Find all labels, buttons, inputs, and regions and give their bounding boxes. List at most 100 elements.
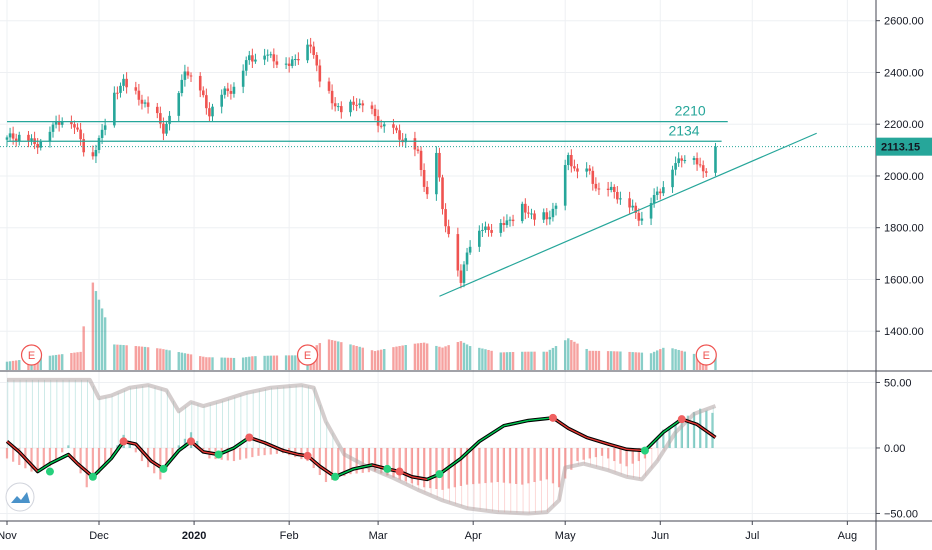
- candle-body: [422, 169, 426, 187]
- osc-main-line-segment: [478, 425, 505, 443]
- tradingview-logo[interactable]: [5, 482, 35, 512]
- candle-body: [48, 131, 52, 142]
- osc-histogram-bar: [545, 447, 548, 480]
- osc-histogram-bar: [410, 447, 413, 484]
- volume-bar: [361, 347, 364, 370]
- volume-bar: [422, 342, 426, 370]
- volume-bar: [294, 355, 297, 370]
- candle-body: [275, 61, 279, 65]
- osc-histogram-bar: [61, 447, 64, 453]
- candle-body: [266, 54, 269, 56]
- candle-body: [94, 150, 98, 157]
- candle-body: [355, 104, 358, 106]
- volume-bar: [186, 353, 190, 370]
- volume-bar: [530, 351, 533, 370]
- candle-body: [487, 226, 490, 231]
- volume-bar: [548, 349, 552, 370]
- candle-body: [309, 44, 312, 47]
- candle-body: [606, 188, 610, 190]
- osc-histogram-bar: [140, 447, 144, 462]
- osc-histogram-bar: [128, 443, 131, 448]
- candle-body: [376, 116, 380, 126]
- support-trendline[interactable]: [439, 132, 817, 297]
- volume-bar: [355, 346, 358, 370]
- trendline-layer[interactable]: [439, 132, 817, 297]
- candle-body: [695, 158, 699, 165]
- osc-main-line-segment: [92, 457, 112, 478]
- volume-bar: [245, 357, 248, 370]
- osc-main-line-segment: [644, 431, 664, 452]
- time-tick-label: Jul: [745, 530, 759, 542]
- volume-bar: [113, 344, 116, 370]
- logo-badge[interactable]: [5, 482, 35, 512]
- candle-body: [186, 71, 190, 76]
- volume-bar: [376, 350, 380, 370]
- candle-body: [591, 170, 595, 184]
- osc-histogram-bar: [73, 447, 76, 460]
- level-label-2210: 2210: [675, 103, 706, 119]
- volume-bar: [11, 360, 15, 370]
- candle-body: [484, 226, 487, 230]
- volume-bar: [269, 355, 272, 370]
- candle-body: [435, 152, 438, 195]
- volume-bar: [73, 352, 76, 370]
- osc-histogram-bar: [183, 438, 186, 448]
- osc-histogram-bar: [508, 447, 512, 484]
- candle-body: [444, 209, 447, 227]
- volume-bar: [177, 352, 180, 370]
- candle-body: [533, 213, 536, 220]
- volume-bar: [266, 355, 269, 370]
- time-tick-label: Feb: [280, 530, 299, 542]
- volume-bar: [263, 355, 266, 370]
- osc-cross-marker: [331, 472, 340, 481]
- candle-body: [542, 212, 546, 220]
- osc-histogram-bar: [343, 447, 346, 477]
- volume-bar: [659, 349, 662, 370]
- volume-bar: [619, 351, 622, 370]
- volume-bar: [15, 360, 18, 370]
- candle-body: [318, 65, 322, 82]
- volume-bar: [465, 344, 469, 370]
- candle-body: [370, 105, 374, 109]
- osc-histogram-bar: [257, 447, 260, 456]
- osc-histogram-bar: [238, 447, 242, 460]
- volume-bar: [392, 347, 395, 370]
- candle-body: [677, 158, 680, 164]
- candle-body: [36, 144, 39, 148]
- candle-body: [511, 219, 515, 222]
- candle-body: [416, 149, 420, 151]
- volume-bar: [656, 350, 659, 370]
- time-tick-label: Dec: [89, 530, 109, 542]
- volume-bar: [591, 350, 594, 370]
- osc-main-line-segment: [567, 427, 587, 439]
- osc-cross-marker: [119, 437, 128, 446]
- osc-histogram-bar: [423, 447, 426, 488]
- osc-main-line-segment: [18, 451, 39, 473]
- horizontal-levels[interactable]: 2210 2134 2113.15: [0, 103, 932, 156]
- volume-bar: [395, 346, 398, 370]
- volume-bar: [140, 346, 144, 370]
- osc-histogram-bar: [570, 447, 573, 470]
- candle-body: [349, 101, 352, 113]
- earnings-marker[interactable]: [296, 344, 319, 366]
- earnings-marker[interactable]: [695, 344, 717, 366]
- volume-bar: [435, 345, 438, 370]
- candle-body: [165, 123, 168, 134]
- volume-bar: [94, 291, 98, 370]
- osc-histogram-bar: [594, 447, 597, 458]
- volume-bar: [202, 356, 205, 370]
- time-tick-label: Jun: [651, 530, 669, 542]
- price-tick-label: 2200.00: [884, 119, 924, 131]
- candle-body: [155, 106, 159, 114]
- candle-body: [358, 103, 362, 106]
- osc-histogram-bar: [263, 447, 266, 456]
- candle-body: [122, 78, 125, 86]
- volume-bar: [223, 357, 226, 370]
- candle-body: [508, 219, 512, 221]
- earnings-marker[interactable]: [20, 344, 43, 366]
- candle-body: [82, 139, 85, 153]
- volume-bar: [284, 355, 288, 370]
- candle-body: [481, 229, 484, 231]
